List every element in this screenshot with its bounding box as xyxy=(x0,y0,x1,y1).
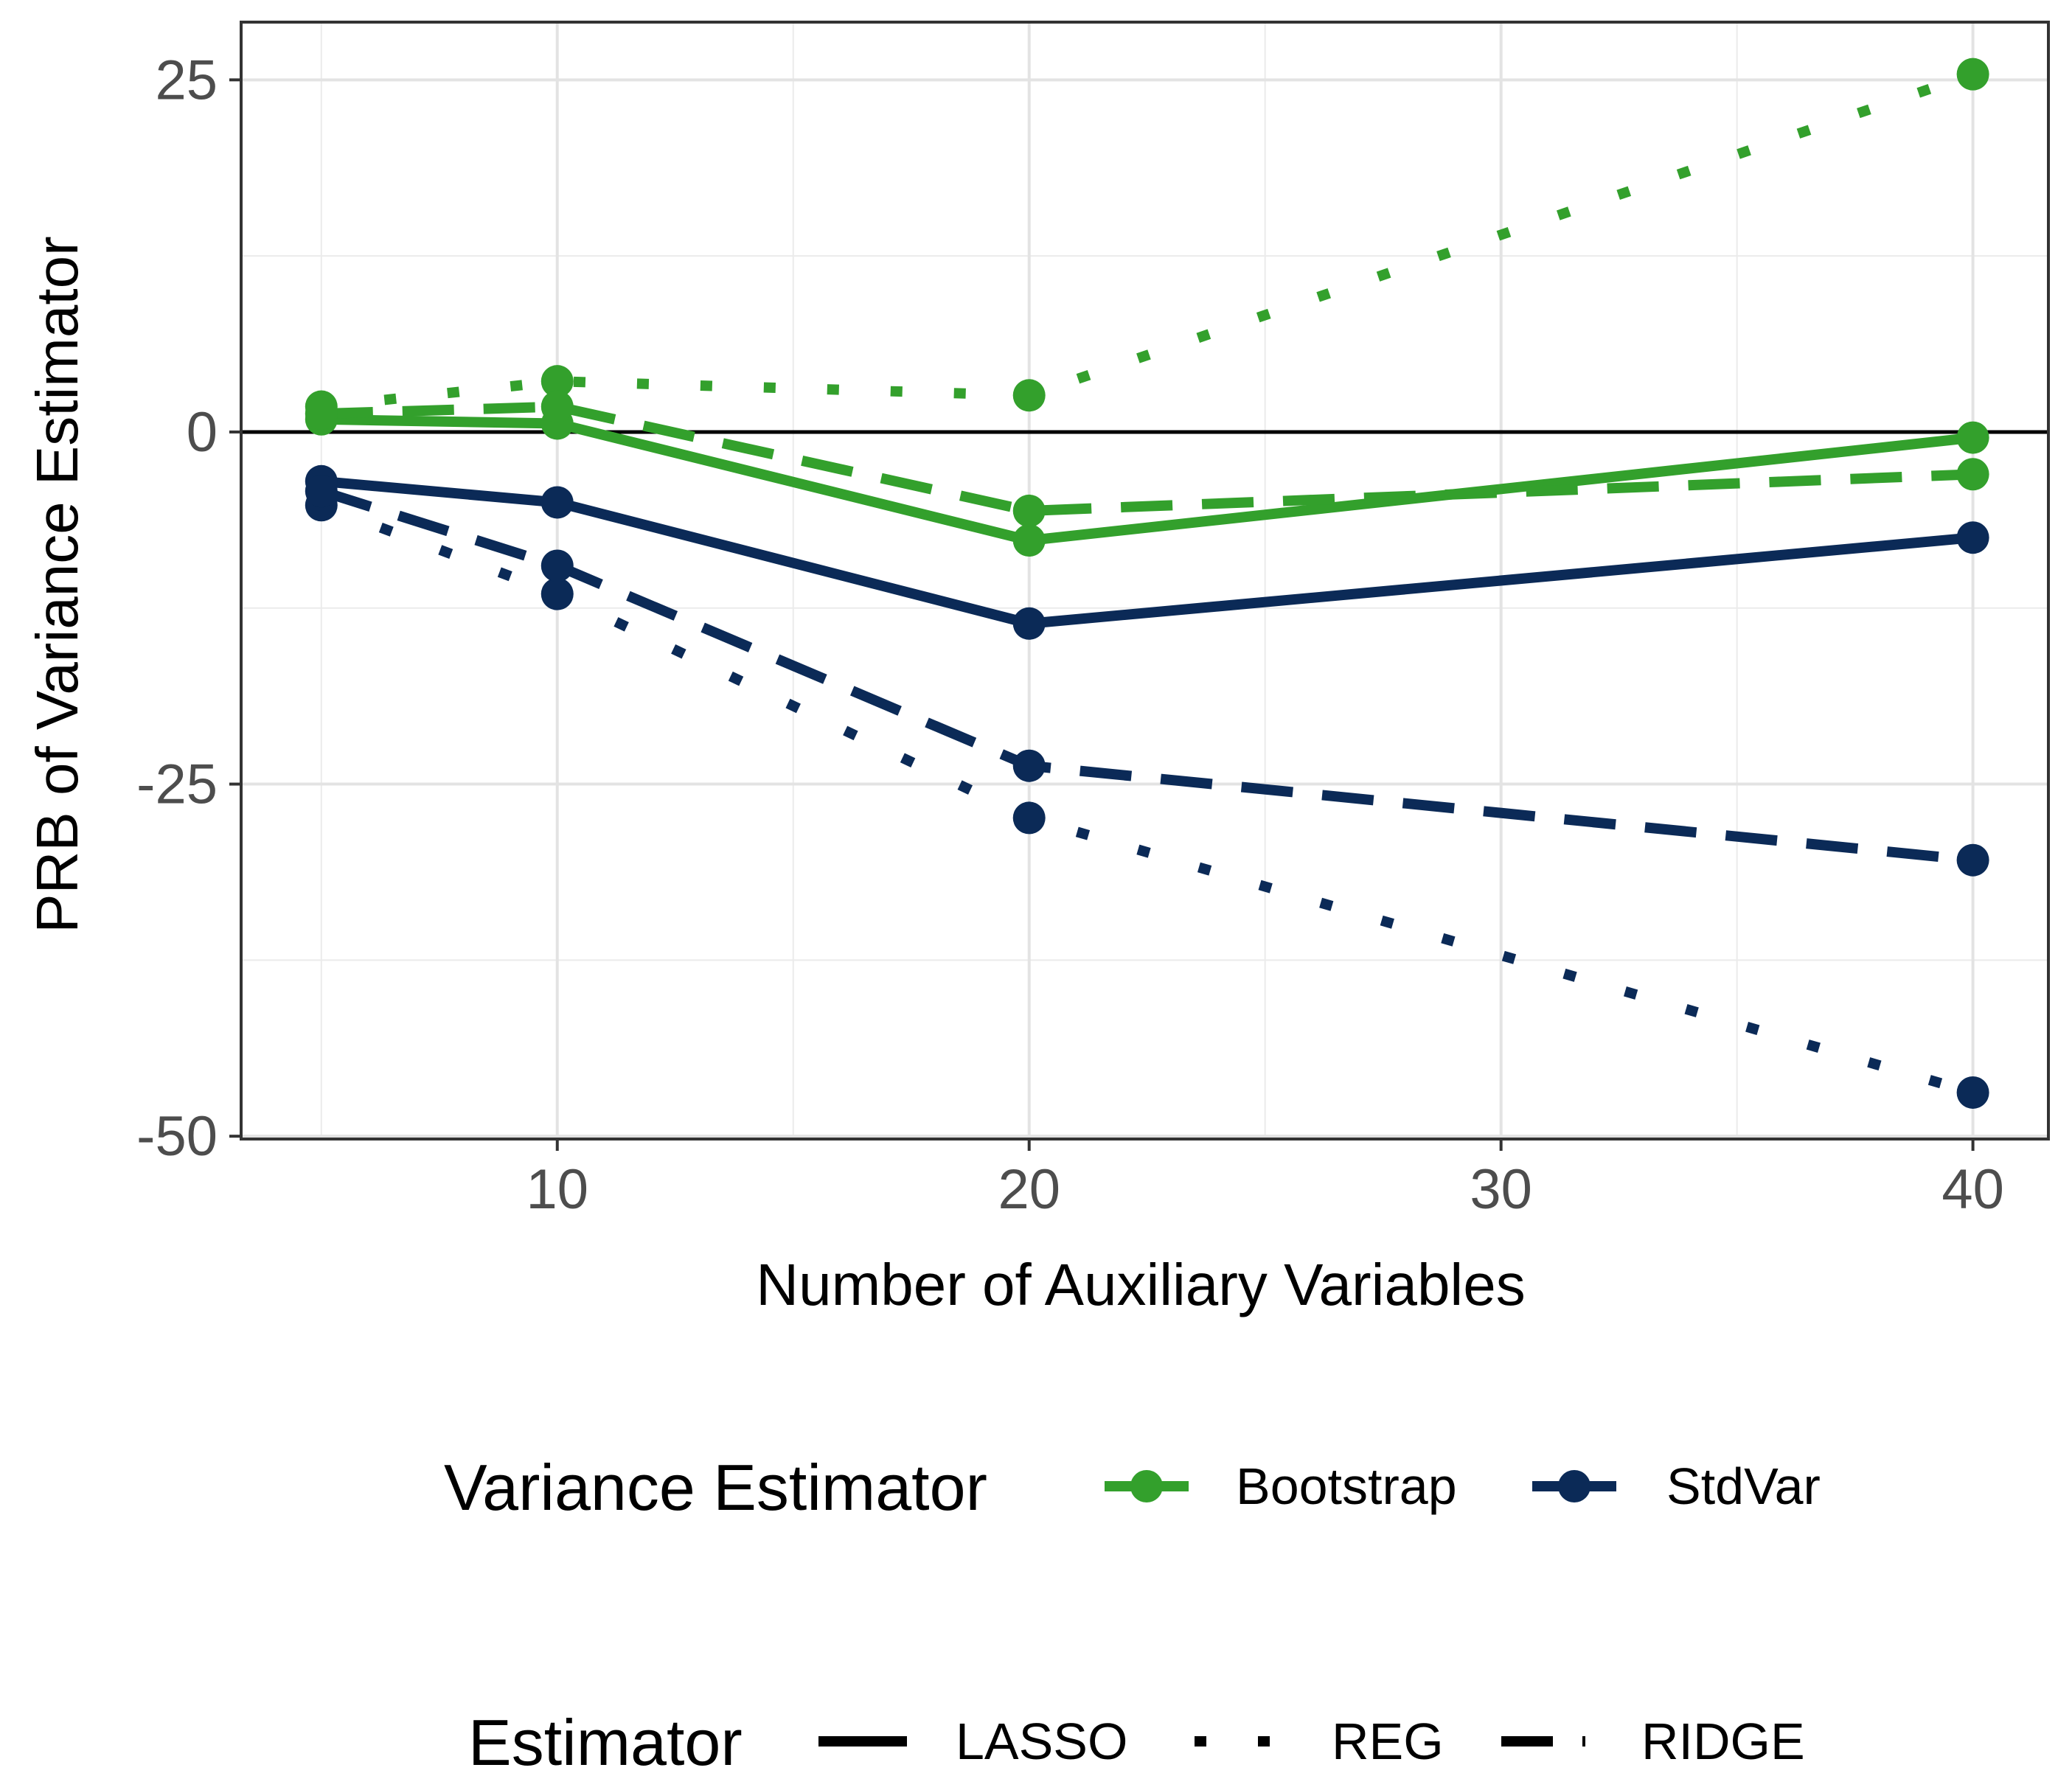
legend-stdvar-marker xyxy=(1558,1470,1590,1502)
data-point-stdvar-lasso xyxy=(1012,607,1046,640)
data-point-stdvar-ridge xyxy=(540,549,574,582)
series-line-bootstrap-ridge xyxy=(321,401,1973,516)
x-tick-label: 10 xyxy=(526,1158,588,1221)
data-point-bootstrap-ridge xyxy=(540,390,574,423)
legend-estimator: Estimator LASSO REG RIDGE xyxy=(468,1706,1805,1779)
legend-variance-estimator-title: Variance Estimator xyxy=(444,1451,987,1524)
data-point-bootstrap-ridge xyxy=(1956,458,1989,491)
series-lines xyxy=(319,69,1975,1098)
data-point-stdvar-ridge xyxy=(305,475,338,508)
axes: 25 0 -25 -50 10 20 30 40 xyxy=(136,49,2004,1221)
data-point-stdvar-ridge xyxy=(1956,843,1989,877)
data-point-bootstrap-reg xyxy=(540,365,574,398)
legend-stdvar-label: StdVar xyxy=(1666,1458,1821,1515)
legend-reg-label: REG xyxy=(1332,1713,1444,1770)
series-line-bootstrap-lasso xyxy=(321,414,1974,546)
y-tick-label: -25 xyxy=(136,753,218,816)
data-point-stdvar-reg xyxy=(540,577,574,610)
y-tick-label: 0 xyxy=(187,401,218,464)
series-line-stdvar-lasso xyxy=(321,476,1974,629)
y-axis-title: PRB of Variance Estimator xyxy=(24,236,90,933)
legend-bootstrap-label: Bootstrap xyxy=(1236,1458,1457,1515)
y-tick-label: 25 xyxy=(155,49,218,111)
data-point-bootstrap-lasso xyxy=(1012,524,1046,557)
x-tick-label: 30 xyxy=(1470,1158,1532,1221)
data-point-stdvar-ridge xyxy=(1012,749,1046,782)
legend-lasso-label: LASSO xyxy=(956,1713,1127,1770)
data-point-bootstrap-reg xyxy=(1956,58,1989,91)
legend-bootstrap-marker xyxy=(1130,1470,1163,1502)
legend-ridge-label: RIDGE xyxy=(1641,1713,1805,1770)
legend-variance-estimator: Variance Estimator Bootstrap StdVar xyxy=(444,1451,1821,1524)
series-line-stdvar-ridge xyxy=(319,486,1974,866)
series-points xyxy=(305,58,1989,1109)
x-tick-label: 40 xyxy=(1941,1158,2004,1221)
data-point-stdvar-reg xyxy=(1012,801,1046,835)
data-point-stdvar-lasso xyxy=(1956,521,1989,554)
data-point-bootstrap-reg xyxy=(1012,379,1046,412)
plot-panel-border xyxy=(240,21,2050,1140)
data-point-stdvar-lasso xyxy=(540,486,574,519)
data-point-stdvar-reg xyxy=(1956,1076,1989,1109)
series-line-bootstrap-reg xyxy=(321,69,1975,412)
data-point-bootstrap-ridge xyxy=(305,397,338,431)
data-point-bootstrap-lasso xyxy=(1956,421,1989,454)
y-tick-label: -50 xyxy=(136,1105,218,1168)
legend-estimator-title: Estimator xyxy=(468,1706,743,1779)
data-point-bootstrap-ridge xyxy=(1012,494,1046,527)
x-tick-label: 20 xyxy=(998,1158,1060,1221)
series-line-stdvar-reg xyxy=(319,500,1975,1098)
x-axis-title: Number of Auxiliary Variables xyxy=(756,1252,1525,1317)
